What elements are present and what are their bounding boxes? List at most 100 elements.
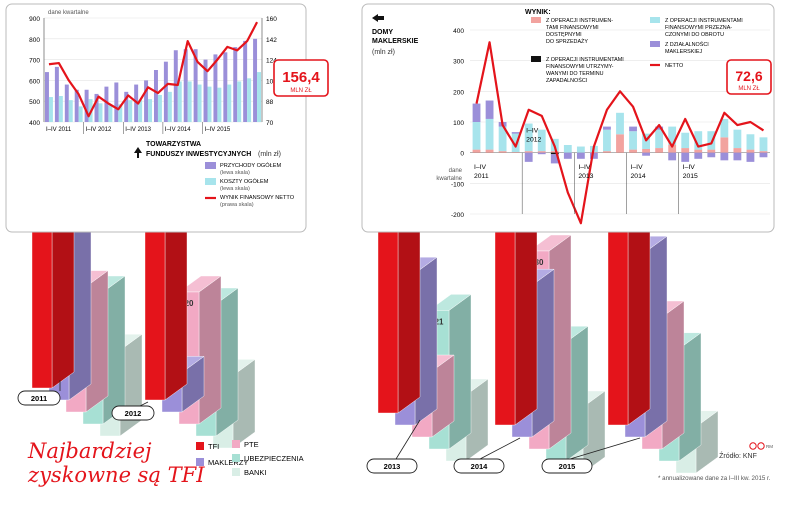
revenue-bar bbox=[54, 66, 59, 122]
dm-bar-segment bbox=[498, 151, 507, 153]
cost-bar bbox=[78, 106, 83, 122]
cost-bar bbox=[138, 100, 143, 122]
dm-bar-segment bbox=[733, 152, 742, 161]
revenue-bar bbox=[233, 47, 238, 123]
x-tick: I–IV 2015 bbox=[205, 127, 231, 133]
dm-bar-segment bbox=[746, 149, 755, 153]
y-tick: -200 bbox=[451, 212, 464, 219]
footnote: * annualizowane dane za I–III kw. 2015 r… bbox=[658, 475, 771, 482]
svg-text:156,4: 156,4 bbox=[282, 69, 320, 86]
y-tick-right: 70 bbox=[266, 120, 274, 127]
dm-bar-segment bbox=[524, 152, 533, 162]
dm-bar-segment bbox=[524, 151, 533, 153]
dm-bar-segment bbox=[655, 148, 664, 153]
tfi-highlight-value: 156,4 MLN ZŁ bbox=[273, 59, 329, 97]
svg-text:BANKI: BANKI bbox=[244, 468, 267, 477]
svg-text:(mln zł): (mln zł) bbox=[258, 151, 281, 158]
dm-bar-segment bbox=[485, 100, 494, 119]
tfi-title: TOWARZYSTWA FUNDUSZY INWESTYCYJNYCH (mln z… bbox=[134, 141, 281, 158]
svg-text:MAKLERZY: MAKLERZY bbox=[208, 458, 248, 467]
svg-text:ZAPADALNOŚCI: ZAPADALNOŚCI bbox=[546, 76, 587, 84]
cost-bar bbox=[108, 105, 113, 122]
dm-bar-segment bbox=[668, 152, 677, 161]
svg-text:NETTO: NETTO bbox=[665, 63, 683, 69]
cost-bar bbox=[118, 104, 123, 122]
svg-text:RM: RM bbox=[766, 444, 773, 449]
dm-panel bbox=[361, 3, 775, 233]
dm-bar-segment bbox=[707, 152, 716, 158]
svg-text:MLN ZŁ: MLN ZŁ bbox=[738, 86, 760, 92]
dm-bar-segment bbox=[655, 126, 664, 130]
x-tick: I–IV bbox=[578, 164, 591, 171]
dm-bar-segment bbox=[550, 151, 559, 153]
dm-bar-segment bbox=[694, 152, 703, 159]
dm-bar-segment bbox=[537, 129, 546, 152]
revenue-bar bbox=[94, 93, 99, 122]
dm-bar-segment bbox=[720, 152, 729, 161]
copyright-icon: RM bbox=[749, 442, 773, 450]
main-title-line-2: zyskowne są TFI bbox=[27, 463, 205, 487]
cost-bar bbox=[98, 103, 103, 122]
x-tick: I–IV bbox=[683, 164, 696, 171]
cost-bar bbox=[128, 100, 133, 122]
svg-text:Z OPERACJI INSTRUMENTAMI: Z OPERACJI INSTRUMENTAMI bbox=[546, 57, 624, 63]
cost-bar bbox=[148, 99, 153, 122]
revenue-bar bbox=[203, 59, 208, 122]
dm-bar-segment bbox=[524, 123, 533, 152]
tfi-legend: PRZYCHODY OGÓŁEM (lewa skala)KOSZTY OGÓŁE… bbox=[205, 162, 295, 208]
cost-bar bbox=[68, 100, 73, 122]
svg-text:2014: 2014 bbox=[471, 462, 489, 471]
year-label-2013: 2013 bbox=[366, 419, 421, 474]
svg-text:(lewa skala): (lewa skala) bbox=[220, 186, 250, 192]
cost-bar bbox=[217, 87, 222, 122]
net-result-line bbox=[48, 21, 259, 118]
y-tick: 100 bbox=[453, 120, 464, 127]
svg-text:KOSZTY OGÓŁEM: KOSZTY OGÓŁEM bbox=[220, 178, 269, 185]
y-tick-right: 106 bbox=[266, 78, 277, 85]
cost-bar bbox=[58, 96, 63, 122]
x-tick: 2011 bbox=[474, 173, 489, 180]
dm-bar-segment bbox=[668, 126, 677, 145]
x-tick: I–IV 2012 bbox=[86, 127, 112, 133]
y-tick: 200 bbox=[453, 89, 464, 96]
cost-bar bbox=[187, 81, 192, 122]
dm-title: DOMY MAKLERSKIE (mln zł) bbox=[372, 14, 419, 56]
quarter-note: dane kwartalne bbox=[48, 10, 89, 16]
svg-text:dane: dane bbox=[449, 168, 463, 174]
svg-text:TOWARZYSTWA: TOWARZYSTWA bbox=[146, 141, 201, 148]
dm-bar-segment bbox=[590, 152, 598, 159]
x-tick: 2015 bbox=[683, 173, 698, 180]
svg-text:MAKLERSKIEJ: MAKLERSKIEJ bbox=[665, 49, 702, 55]
x-tick: I–IV bbox=[526, 128, 539, 135]
svg-text:(prawa skala): (prawa skala) bbox=[220, 202, 254, 208]
svg-text:TFI: TFI bbox=[208, 442, 219, 451]
svg-text:FINANSOWYMI PRZEZNA-: FINANSOWYMI PRZEZNA- bbox=[665, 25, 732, 31]
svg-text:MAKLERSKIE: MAKLERSKIE bbox=[372, 38, 419, 45]
dm-bar-segment bbox=[485, 118, 494, 150]
x-tick: 2012 bbox=[526, 137, 541, 144]
value-label: 21 bbox=[435, 317, 444, 326]
dm-bar-segment bbox=[472, 103, 481, 122]
x-tick: I–IV 2013 bbox=[125, 127, 151, 133]
dm-bar-segment bbox=[603, 151, 611, 153]
svg-text:DOSTĘPNYMI: DOSTĘPNYMI bbox=[546, 32, 582, 38]
y-tick-right: 160 bbox=[266, 16, 277, 23]
dm-bar-segment bbox=[498, 126, 507, 152]
dm-bar-segment bbox=[511, 133, 520, 153]
svg-text:72,6: 72,6 bbox=[735, 68, 762, 84]
svg-text:Z OPERACJI INSTRUMENTAMI: Z OPERACJI INSTRUMENTAMI bbox=[665, 18, 743, 24]
x-tick: 2013 bbox=[578, 173, 593, 180]
svg-text:PRZYCHODY OGÓŁEM: PRZYCHODY OGÓŁEM bbox=[220, 162, 281, 169]
dm-net-line bbox=[475, 41, 765, 225]
dm-bar-segment bbox=[642, 152, 650, 156]
cost-bar bbox=[247, 78, 252, 122]
svg-text:2015: 2015 bbox=[559, 462, 576, 471]
svg-text:FINANSOWYMI UTRZYMY-: FINANSOWYMI UTRZYMY- bbox=[546, 64, 614, 70]
revenue-bar bbox=[74, 89, 79, 122]
dm-bar-segment bbox=[746, 152, 755, 162]
year-label-2014: 2014 bbox=[453, 437, 521, 474]
dm-bar-segment bbox=[681, 152, 690, 162]
svg-text:Z DZIAŁALNOŚCI: Z DZIAŁALNOŚCI bbox=[665, 40, 709, 48]
svg-text:DOMY: DOMY bbox=[372, 29, 393, 36]
legend-item-banki: BANKI bbox=[232, 468, 267, 477]
